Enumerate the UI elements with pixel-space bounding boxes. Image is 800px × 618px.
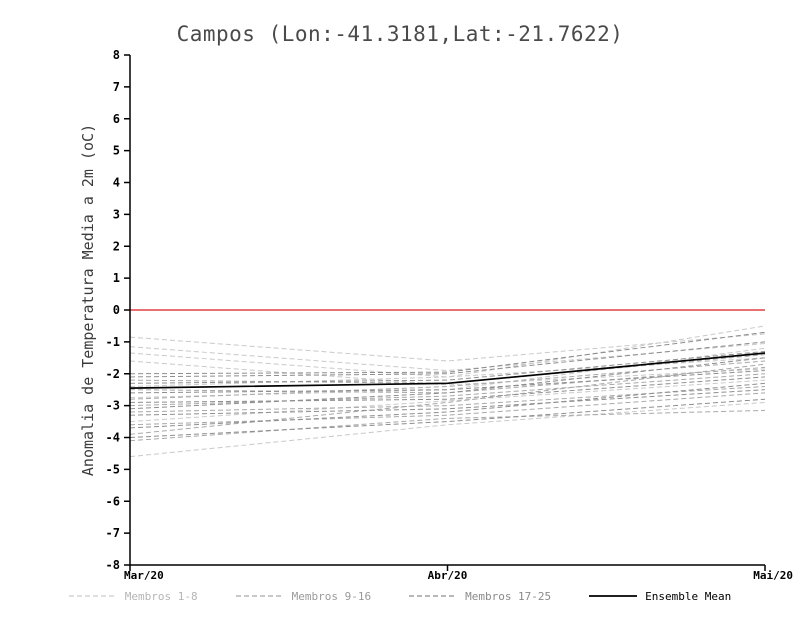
ensemble-member-line-group-1	[129, 325, 766, 387]
ensemble-member-line-group-2	[129, 409, 766, 442]
ensemble-member-line-group-1	[129, 360, 766, 386]
x-tick-label: Mai/20	[753, 569, 793, 582]
y-tick-label: -5	[106, 462, 120, 476]
ensemble-member-line-group-1	[129, 333, 766, 362]
y-tick-label: 0	[113, 303, 120, 317]
ensemble-member-line-group-3	[129, 331, 766, 375]
y-tick-label: -7	[106, 526, 120, 540]
ensemble-member-line-group-3	[129, 382, 766, 429]
ensemble-member-line-group-2	[129, 366, 766, 394]
ensemble-member-line-group-1	[129, 379, 766, 423]
ensemble-member-line-group-3	[129, 376, 766, 403]
legend-item-membros-17-25: Membros 17-25	[409, 590, 551, 603]
y-tick-label: -6	[106, 494, 120, 508]
y-tick-label: 4	[113, 176, 120, 190]
ensemble-member-line-group-1	[129, 401, 766, 458]
y-tick-label: -3	[106, 399, 120, 413]
legend-item-membros-1-8: Membros 1-8	[68, 589, 198, 603]
ensemble-member-line-group-3	[129, 398, 766, 438]
legend-line-swatch	[409, 595, 458, 597]
legend-label: Membros 1-8	[124, 589, 198, 603]
x-tick-label: Mar/20	[124, 569, 164, 582]
ensemble-member-line-group-2	[129, 392, 766, 426]
ensemble-member-line-group-3	[129, 389, 766, 416]
legend-label: Membros 9-16	[291, 589, 372, 603]
legend-line-swatch	[235, 595, 284, 597]
ensemble-member-line-group-3	[129, 370, 766, 394]
ensemble-mean-line	[129, 352, 766, 389]
legend-label: Ensemble Mean	[645, 589, 732, 603]
ensemble-member-line-group-3	[129, 350, 766, 384]
chart-legend: Membros 1-8 Membros 9-16 Membros 17-25 Ense…	[0, 584, 800, 608]
legend-item-ensemble-mean: Ensemble Mean	[589, 590, 731, 603]
ensemble-member-line-group-1	[129, 342, 766, 372]
y-tick-label: -2	[106, 367, 120, 381]
ensemble-member-line-group-2	[129, 373, 766, 407]
x-tick-label: Abr/20	[428, 569, 468, 582]
ensemble-member-line-group-2	[129, 354, 766, 384]
chart-title: Campos (Lon:-41.3181,Lat:-21.7622)	[176, 22, 624, 46]
ensemble-member-line-group-3	[129, 357, 766, 410]
legend-line-swatch	[589, 595, 638, 597]
ensemble-member-line-group-3	[129, 341, 766, 378]
y-tick-label: 2	[113, 239, 120, 253]
y-tick-label: 3	[113, 207, 120, 221]
y-tick-label: 6	[113, 112, 120, 126]
y-tick-label: 5	[113, 144, 120, 158]
y-tick-label: -8	[106, 558, 120, 572]
ensemble-member-line-group-1	[129, 347, 766, 399]
y-tick-label: 1	[113, 271, 120, 285]
y-tick-label: 7	[113, 80, 120, 94]
y-tick-label: 8	[113, 48, 120, 62]
legend-label: Membros 17-25	[465, 589, 552, 603]
y-tick-label: -1	[106, 335, 120, 349]
legend-line-swatch	[68, 595, 117, 597]
y-tick-label: -4	[106, 431, 120, 445]
legend-item-membros-9-16: Membros 9-16	[235, 589, 372, 603]
